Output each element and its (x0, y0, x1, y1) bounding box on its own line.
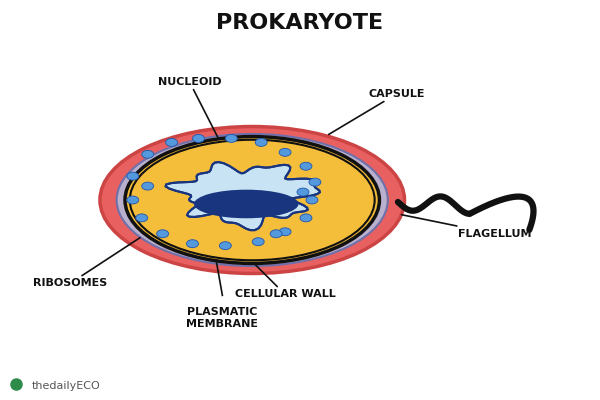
Text: CAPSULE: CAPSULE (329, 89, 425, 134)
Ellipse shape (194, 190, 299, 218)
Circle shape (142, 182, 154, 190)
Circle shape (309, 178, 321, 186)
Circle shape (300, 162, 312, 170)
Circle shape (187, 240, 199, 248)
Ellipse shape (100, 126, 404, 274)
Circle shape (157, 230, 169, 238)
Text: NUCLEOID: NUCLEOID (158, 77, 221, 140)
Circle shape (136, 214, 148, 222)
Circle shape (252, 238, 264, 246)
Circle shape (127, 172, 139, 180)
Circle shape (255, 138, 267, 146)
Circle shape (270, 230, 282, 238)
Circle shape (306, 196, 318, 204)
Text: PROKARYOTE: PROKARYOTE (217, 13, 383, 33)
Text: FLAGELLUM: FLAGELLUM (401, 215, 532, 239)
Circle shape (297, 188, 309, 196)
Circle shape (220, 242, 232, 250)
Ellipse shape (125, 136, 379, 264)
Circle shape (279, 148, 291, 156)
Ellipse shape (116, 134, 388, 266)
Text: PLASMATIC
MEMBRANE: PLASMATIC MEMBRANE (187, 307, 259, 329)
Circle shape (142, 150, 154, 158)
Circle shape (226, 134, 237, 142)
Circle shape (127, 196, 139, 204)
Text: CELLULAR WALL: CELLULAR WALL (235, 250, 335, 299)
Ellipse shape (130, 140, 374, 260)
Text: RIBOSOMES: RIBOSOMES (33, 238, 140, 288)
Circle shape (279, 228, 291, 236)
Polygon shape (166, 162, 320, 230)
Text: thedailyECO: thedailyECO (31, 380, 100, 390)
Circle shape (300, 214, 312, 222)
Circle shape (166, 138, 178, 146)
Circle shape (193, 134, 205, 142)
